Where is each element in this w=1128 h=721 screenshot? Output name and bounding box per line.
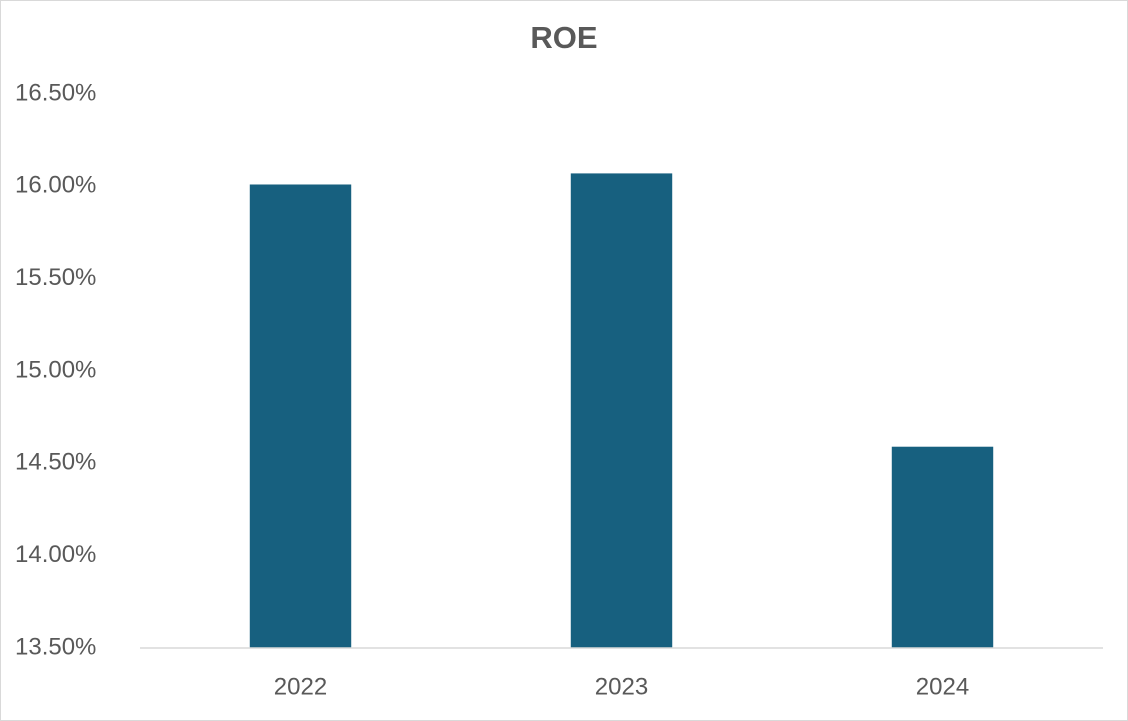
y-tick-label: 16.50% <box>15 79 96 106</box>
bar <box>891 446 994 648</box>
bar <box>570 173 673 648</box>
x-tick-label: 2023 <box>595 673 648 700</box>
y-tick-label: 15.50% <box>15 264 96 291</box>
y-tick-label: 14.00% <box>15 541 96 568</box>
x-tick-label: 2022 <box>274 673 327 700</box>
y-tick-label: 14.50% <box>15 449 96 476</box>
y-tick-label: 16.00% <box>15 172 96 199</box>
x-tick-label: 2024 <box>916 673 969 700</box>
bar <box>249 184 352 648</box>
y-tick-label: 13.50% <box>15 633 96 660</box>
chart-title: ROE <box>530 20 597 55</box>
y-tick-label: 15.00% <box>15 356 96 383</box>
